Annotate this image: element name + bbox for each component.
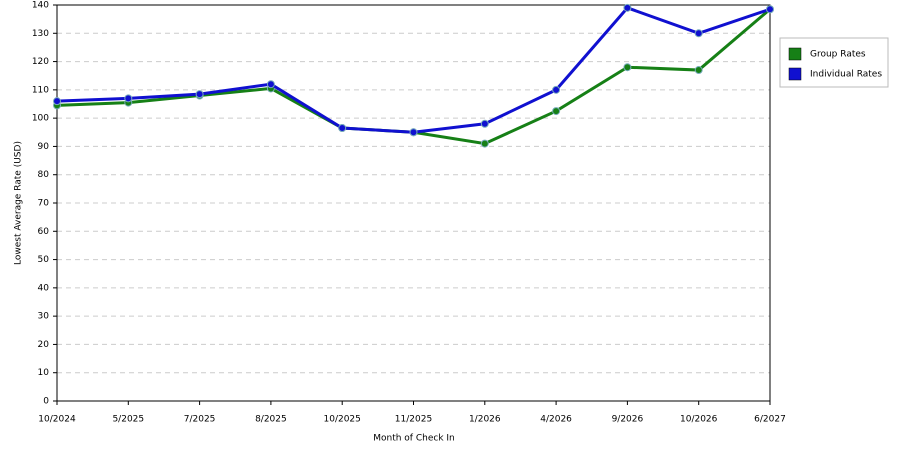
legend-swatch [788,67,802,81]
data-point [124,94,133,103]
y-tick-label: 140 [32,1,49,11]
y-tick-label: 70 [38,199,50,209]
data-point [195,90,204,99]
data-point [623,63,632,72]
y-tick-label: 20 [38,340,50,350]
y-tick-label: 0 [43,397,49,407]
x-tick-label: 11/2025 [395,415,432,425]
data-point [552,85,561,94]
x-tick-label: 6/2027 [754,415,786,425]
y-tick-label: 60 [38,227,50,237]
data-point [409,128,418,137]
x-tick-label: 8/2025 [255,415,287,425]
y-tick-label: 110 [32,85,49,95]
x-tick-label: 4/2026 [540,415,572,425]
legend-swatch [788,47,802,61]
y-tick-label: 130 [32,29,49,39]
x-tick-label: 1/2026 [469,415,501,425]
y-tick-label: 30 [38,312,50,322]
y-tick-label: 100 [32,114,49,124]
data-point [766,5,774,14]
data-point [53,97,61,106]
data-point [694,29,703,38]
y-tick-label: 120 [32,57,49,67]
legend-label: Individual Rates [810,70,882,80]
x-tick-label: 5/2025 [112,415,144,425]
x-axis-label: Month of Check In [373,434,455,444]
series-line [56,8,771,146]
data-point [694,66,703,75]
y-tick-label: 10 [38,368,50,378]
legend-label: Group Rates [810,50,866,60]
x-tick-label: 7/2025 [184,415,216,425]
x-tick-label: 10/2026 [680,415,718,425]
y-tick-label: 90 [38,142,50,152]
y-axis-label: Lowest Average Rate (USD) [14,141,24,265]
data-point [480,119,489,128]
x-tick-label: 9/2026 [612,415,644,425]
y-tick-label: 40 [38,283,50,293]
data-point [480,139,489,148]
data-point [338,124,347,133]
x-tick-label: 10/2024 [38,415,76,425]
y-tick-label: 50 [38,255,50,265]
data-point [552,107,561,116]
y-tick-label: 80 [38,170,50,180]
data-point [623,3,632,12]
x-tick-label: 10/2025 [324,415,361,425]
data-point [266,80,275,89]
